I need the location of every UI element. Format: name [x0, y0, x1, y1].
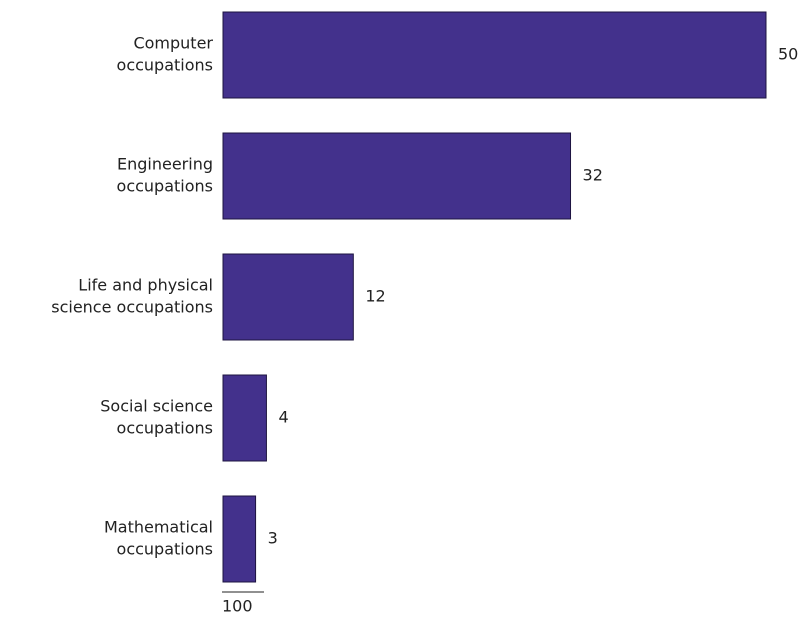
bar [222, 132, 572, 220]
bar [222, 374, 267, 462]
category-label: Computer [133, 34, 213, 53]
category-label: Social science [100, 397, 213, 416]
category-label: Engineering [117, 155, 213, 174]
category-label: occupations [117, 177, 213, 196]
category-label: science occupations [51, 298, 213, 317]
value-label: 32 [583, 166, 603, 185]
value-label: 50 [778, 45, 798, 64]
bar [222, 11, 767, 99]
category-label: occupations [117, 419, 213, 438]
total-label: 100 [222, 597, 253, 616]
bar [222, 495, 257, 583]
bar [222, 253, 354, 341]
category-label: Life and physical [78, 276, 213, 295]
category-label: occupations [117, 56, 213, 75]
value-label: 12 [365, 287, 385, 306]
value-label: 3 [268, 529, 278, 548]
category-label: Mathematical [104, 518, 213, 537]
category-label: occupations [117, 540, 213, 559]
value-label: 4 [278, 408, 288, 427]
